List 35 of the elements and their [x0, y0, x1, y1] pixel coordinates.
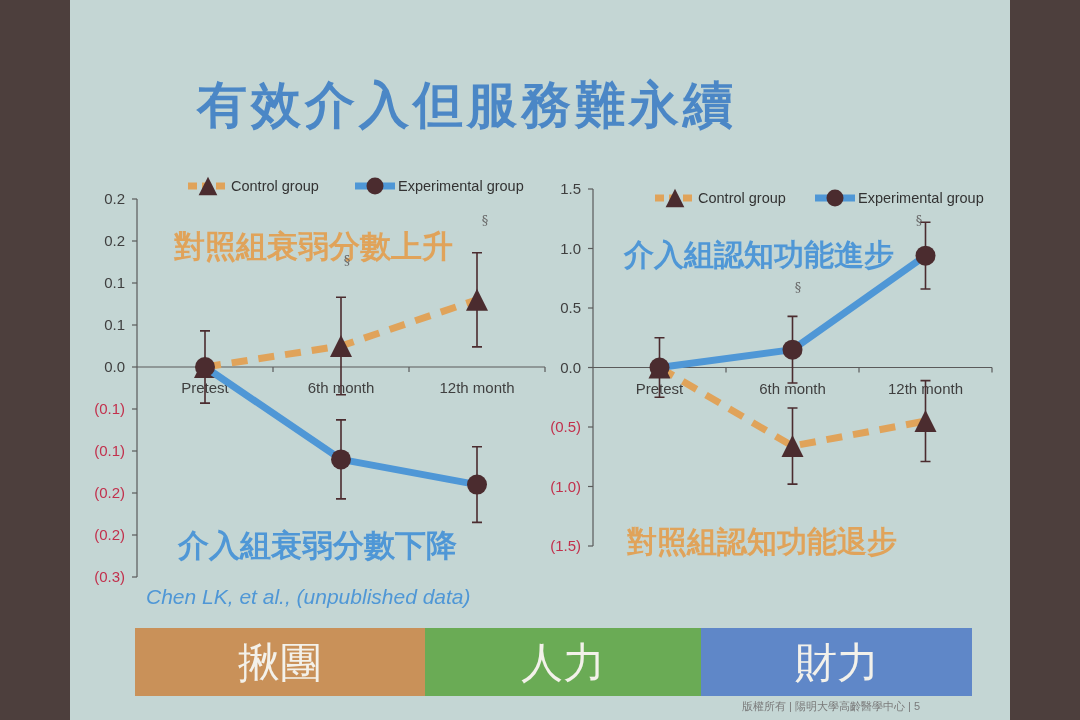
y-tick-label: 1.0 [560, 239, 581, 257]
y-tick-label: 1.5 [560, 180, 581, 197]
y-tick-label: (0.3) [94, 568, 125, 585]
y-tick-label: 0.5 [560, 299, 581, 316]
text: Chen LK, et al., (unpublished data) [146, 585, 471, 608]
x-tick-label: 6th month [759, 379, 826, 397]
legend-label: Control group [231, 178, 319, 194]
annotation: § [481, 213, 489, 228]
annotation: 介入組衰弱分數下降 [177, 528, 457, 563]
y-tick-label: 0.2 [104, 190, 125, 207]
y-tick-label: 0.1 [104, 316, 125, 333]
legend-label: Experimental group [858, 190, 984, 206]
y-tick-label: (0.1) [94, 400, 125, 417]
y-tick-label: 0.1 [104, 274, 125, 291]
y-tick-label: 0.2 [104, 232, 125, 249]
x-tick-label: 12th month [439, 379, 515, 396]
text: 揪團 [238, 639, 322, 686]
y-tick-label: (0.1) [94, 442, 125, 459]
legend-label: Control group [698, 190, 786, 206]
text: 財力 [794, 639, 879, 686]
annotation: § [915, 213, 923, 228]
annotation: 介入組認知功能進步 [623, 238, 894, 271]
y-tick-label: (0.2) [94, 484, 125, 501]
text: 版權所有 | 陽明大學高齡醫學中心 | 5 [742, 700, 921, 712]
y-tick-label: (1.0) [550, 477, 581, 495]
chart-title: 有效介入但服務難永續 [196, 77, 737, 133]
legend-label: Experimental group [398, 178, 524, 194]
annotation: 對照組認知功能退步 [626, 525, 897, 558]
y-tick-label: (0.2) [94, 526, 125, 543]
annotation: § [794, 280, 802, 295]
y-tick-label: (0.5) [550, 418, 581, 435]
text: 人力 [521, 639, 605, 686]
y-tick-label: 0.0 [560, 358, 581, 376]
y-tick-label: 0.0 [104, 358, 125, 375]
y-tick-label: (1.5) [550, 537, 581, 554]
